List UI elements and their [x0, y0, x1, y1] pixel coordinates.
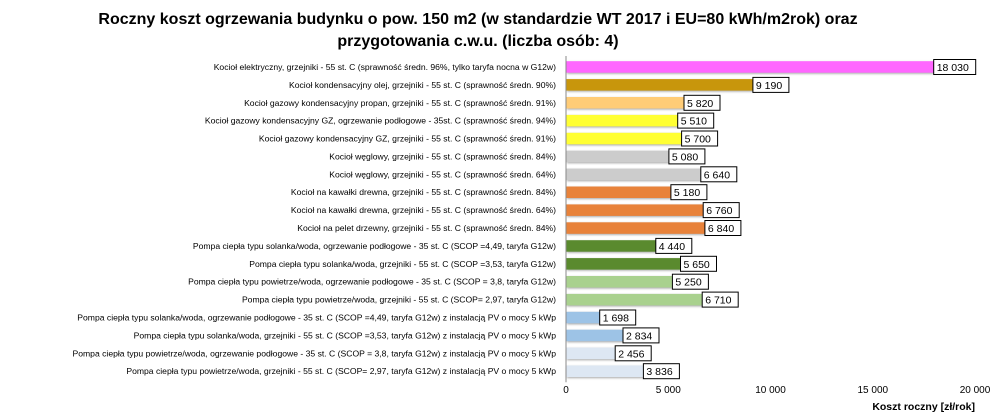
bar-9 — [566, 204, 705, 216]
category-label-13: Pompa ciepła typu powietrze/woda, ogrzew… — [188, 277, 556, 287]
data-label-2: 9 190 — [756, 80, 782, 92]
bar-16 — [566, 329, 624, 342]
bar-7 — [566, 168, 702, 181]
category-label-14: Pompa ciepła typu powietrze/woda, grzejn… — [242, 295, 556, 305]
data-label-box-17 — [614, 345, 652, 362]
category-label-8: Kocioł na kawałki drewna, grzejniki - 55… — [291, 187, 556, 197]
data-label-box-2 — [752, 76, 790, 93]
data-label-box-10 — [704, 220, 742, 236]
category-label-15: Pompa ciepła typu solanka/woda, ogrzewan… — [77, 313, 556, 323]
bar-12 — [566, 258, 682, 270]
bar-18 — [566, 365, 645, 377]
category-label-18: Pompa ciepła typu powietrze/woda, grzejn… — [126, 366, 556, 376]
x-tick-label-2: 5 000 — [656, 385, 681, 396]
bar-11 — [566, 240, 657, 252]
data-labels: 18 030 9 190 5 820 5 510 5 700 5 080 6 640 5 18… — [599, 59, 977, 380]
data-label-box-9 — [702, 202, 740, 219]
category-label-7: Kocioł węglowy, grzejniki - 55 st. C (sp… — [329, 169, 556, 179]
bar-17 — [566, 347, 617, 360]
x-axis-label: Koszt roczny [zł/rok] — [872, 401, 975, 413]
data-label-box-1 — [933, 59, 977, 75]
x-axis: 0 5 000 10 000 15 000 20 000 — [563, 56, 991, 396]
bar-15 — [566, 311, 601, 324]
category-label-12: Pompa ciepła typu solanka/woda, grzejnik… — [249, 259, 556, 269]
bar-13 — [566, 276, 674, 288]
data-label-box-11 — [655, 237, 693, 254]
data-label-box-13 — [671, 273, 709, 290]
data-label-12: 5 650 — [684, 259, 710, 271]
data-label-box-16 — [622, 327, 660, 344]
data-label-box-15 — [599, 309, 637, 326]
bars-group — [566, 61, 935, 377]
category-label-3: Kocioł gazowy kondensacyjny propan, grze… — [244, 98, 556, 108]
data-label-box-12 — [680, 255, 717, 272]
data-label-9: 6 760 — [706, 205, 732, 217]
category-label-2: Kocioł kondensacyjny olej, grzejniki - 5… — [289, 80, 556, 90]
bar-10 — [566, 222, 706, 234]
x-tick-label-1: 0 — [563, 385, 569, 396]
data-label-14: 6 710 — [705, 295, 731, 307]
category-label-4: Kocioł gazowy kondensacyjny GZ, ogrzewan… — [205, 116, 556, 126]
bar-3 — [566, 97, 685, 109]
data-label-box-5 — [681, 130, 719, 147]
bar-2 — [566, 79, 754, 91]
data-label-box-3 — [683, 94, 721, 111]
category-label-1: Kocioł elektryczny, grzejniki - 55 st. C… — [214, 62, 556, 72]
data-label-6: 5 080 — [672, 151, 698, 163]
bar-5 — [566, 132, 683, 145]
data-label-5: 5 700 — [685, 134, 711, 146]
data-label-1: 18 030 — [937, 62, 969, 74]
bar-8 — [566, 186, 672, 198]
data-label-15: 1 698 — [603, 313, 629, 325]
data-label-4: 5 510 — [681, 116, 707, 128]
bar-1 — [566, 61, 935, 73]
data-label-box-18 — [642, 363, 680, 380]
data-label-10: 6 840 — [708, 223, 734, 235]
bar-4 — [566, 114, 679, 127]
data-label-box-8 — [670, 184, 708, 201]
data-label-7: 6 640 — [704, 169, 730, 181]
x-tick-label-4: 15 000 — [858, 385, 889, 396]
data-label-18: 3 836 — [646, 366, 672, 378]
data-label-8: 5 180 — [674, 187, 700, 199]
x-tick-label-5: 20 000 — [960, 385, 991, 396]
chart-title-line-2: przygotowania c.w.u. (liczba osób: 4) — [337, 33, 618, 50]
data-label-17: 2 456 — [618, 348, 644, 360]
data-label-11: 4 440 — [659, 241, 685, 253]
data-label-box-6 — [668, 148, 706, 165]
bar-14 — [566, 293, 704, 306]
category-labels: Kocioł elektryczny, grzejniki - 55 st. C… — [73, 62, 557, 376]
category-label-16: Pompa ciepła typu solanka/woda, grzejnik… — [134, 330, 557, 340]
chart-title-line-1: Roczny koszt ogrzewania budynku o pow. 1… — [98, 11, 857, 28]
category-label-10: Kocioł na pelet drzewny, grzejniki - 55 … — [297, 223, 556, 233]
data-label-3: 5 820 — [687, 98, 713, 110]
data-label-13: 5 250 — [675, 277, 701, 289]
x-tick-label-3: 10 000 — [755, 385, 786, 396]
data-label-box-4 — [677, 112, 715, 129]
category-label-5: Kocioł gazowy kondensacyjny GZ, grzejnik… — [259, 134, 556, 144]
data-label-box-14 — [701, 291, 739, 308]
category-label-6: Kocioł węglowy, grzejniki - 55 st. C (sp… — [329, 151, 556, 161]
data-label-box-7 — [700, 166, 738, 183]
category-label-11: Pompa ciepła typu solanka/woda, ogrzewan… — [193, 241, 556, 251]
data-label-16: 2 834 — [626, 330, 652, 342]
category-label-9: Kocioł na kawałki drewna, grzejniki - 55… — [291, 205, 556, 215]
bar-6 — [566, 150, 670, 163]
category-label-17: Pompa ciepła typu powietrze/woda, ogrzew… — [73, 348, 557, 358]
